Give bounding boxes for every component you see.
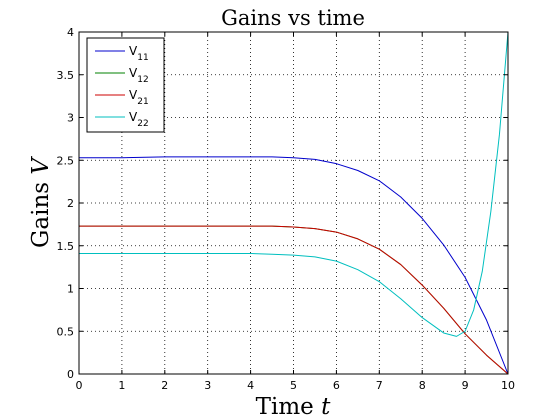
x-tick-label: 4 [247,379,254,392]
x-tick-label: 5 [290,379,297,392]
x-tick-label: 9 [462,379,469,392]
x-tick-label: 1 [118,379,125,392]
legend-entry-v22: V22 [129,110,149,129]
x-axis-label: Time t [256,394,331,420]
x-tick-label: 3 [204,379,211,392]
y-tick-label: 1.5 [57,240,75,253]
legend-box [86,37,165,133]
x-tick-label: 7 [376,379,383,392]
series-line-v22 [79,31,509,337]
y-axis-label: Gains V [28,156,54,248]
x-tick-label: 10 [501,379,515,392]
x-tick-label: 8 [419,379,426,392]
x-tick-label: 0 [76,379,83,392]
series-line-v21 [79,225,509,375]
legend-entry-v12: V12 [129,66,149,85]
series-lines [79,31,509,375]
legend-entry-v21: V21 [129,88,149,107]
y-tick-label: 0 [67,368,74,381]
y-tick-label: 0.5 [57,325,75,338]
x-tick-label: 6 [333,379,340,392]
y-tick-label: 3 [67,112,74,125]
y-tick-label: 1 [67,283,74,296]
x-tick-label: 2 [161,379,168,392]
y-tick-label: 4 [67,26,74,39]
series-line-v11 [79,156,509,375]
y-axis-ticks: 0 0.5 1 1.5 2 2.5 3 3.5 4 [57,26,508,381]
y-tick-label: 2 [67,197,74,210]
legend: V11 V12 V21 V22 [86,37,165,133]
chart-title: Gains vs time [221,6,365,30]
y-tick-label: 2.5 [57,154,75,167]
legend-entry-v11: V11 [129,44,149,63]
x-axis-ticks: 0 1 2 3 4 5 6 7 8 9 10 [76,32,515,392]
y-tick-label: 3.5 [57,69,75,82]
